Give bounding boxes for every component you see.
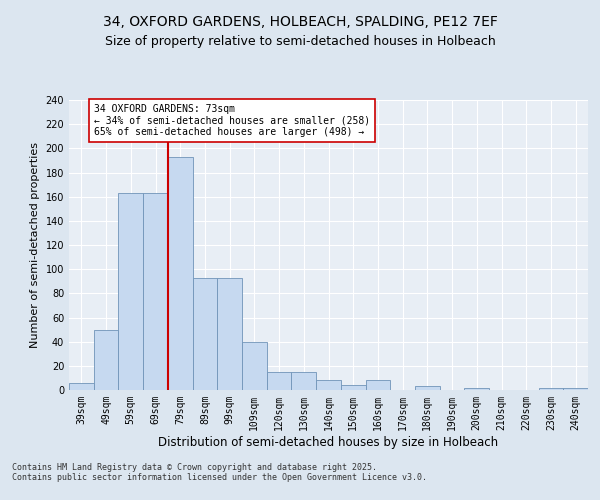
Bar xyxy=(292,372,316,390)
Text: 34, OXFORD GARDENS, HOLBEACH, SPALDING, PE12 7EF: 34, OXFORD GARDENS, HOLBEACH, SPALDING, … xyxy=(103,16,497,30)
Bar xyxy=(193,278,217,390)
Bar xyxy=(143,193,168,390)
Bar xyxy=(341,385,365,390)
Bar xyxy=(118,193,143,390)
Text: Size of property relative to semi-detached houses in Holbeach: Size of property relative to semi-detach… xyxy=(104,34,496,48)
Bar xyxy=(464,388,489,390)
Text: 34 OXFORD GARDENS: 73sqm
← 34% of semi-detached houses are smaller (258)
65% of : 34 OXFORD GARDENS: 73sqm ← 34% of semi-d… xyxy=(94,104,370,137)
Bar xyxy=(94,330,118,390)
Bar xyxy=(365,380,390,390)
Text: Contains HM Land Registry data © Crown copyright and database right 2025.
Contai: Contains HM Land Registry data © Crown c… xyxy=(12,462,427,482)
Bar xyxy=(242,342,267,390)
Bar xyxy=(217,278,242,390)
Bar xyxy=(539,388,563,390)
Bar xyxy=(267,372,292,390)
Bar xyxy=(316,380,341,390)
Bar xyxy=(563,388,588,390)
Bar xyxy=(415,386,440,390)
Bar xyxy=(69,383,94,390)
Bar xyxy=(168,157,193,390)
Y-axis label: Number of semi-detached properties: Number of semi-detached properties xyxy=(30,142,40,348)
X-axis label: Distribution of semi-detached houses by size in Holbeach: Distribution of semi-detached houses by … xyxy=(158,436,499,448)
